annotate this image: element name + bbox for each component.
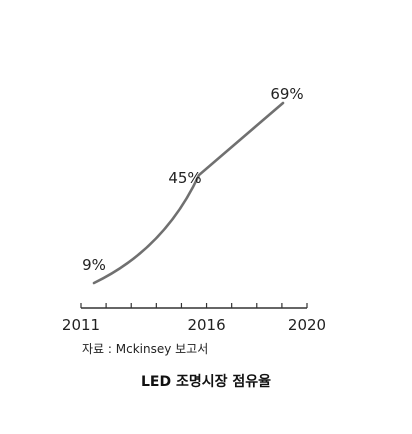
chart-caption: LED 조명시장 점유율 [140,374,271,390]
x-axis: 2011 2016 2020 [62,303,326,334]
x-tick-label: 2020 [288,316,326,334]
data-labels: 9% 45% 69% [82,85,304,274]
x-tick-label: 2011 [62,316,100,334]
data-label: 69% [270,85,303,103]
data-label: 9% [82,256,106,274]
data-label: 45% [168,169,201,187]
series-line [92,101,285,285]
x-tick-label: 2016 [187,316,225,334]
source-note: 자료 : Mckinsey 보고서 [82,342,209,356]
series-led-share [92,101,285,285]
